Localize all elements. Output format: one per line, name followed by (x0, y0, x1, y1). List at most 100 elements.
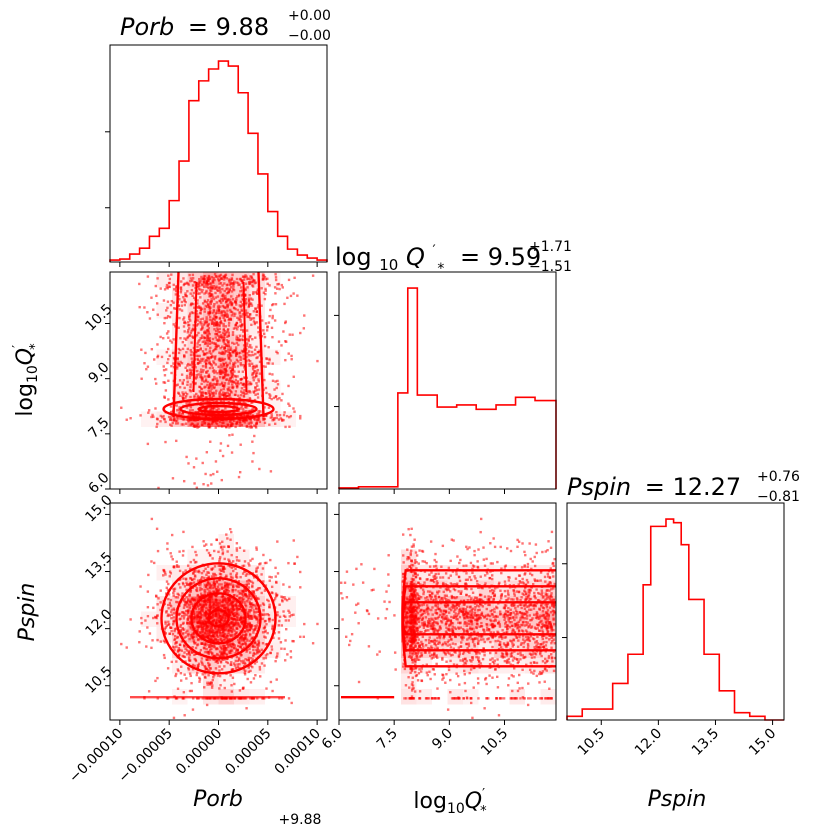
scatter-porb-pspin-point (164, 573, 167, 576)
scatter-porb-pspin-point (227, 564, 230, 567)
scatter-porb-logq-point (202, 275, 206, 278)
scatter-porb-logq-point (162, 365, 165, 368)
scatter-porb-logq-point (223, 289, 226, 293)
scatter-porb-logq-point (214, 347, 218, 351)
scatter-porb-pspin-point (156, 603, 159, 606)
scatter-porb-pspin-point (183, 599, 186, 603)
scatter-porb-pspin-point (204, 667, 207, 671)
scatter-porb-pspin-point (219, 661, 223, 664)
scatter-porb-logq-point (252, 320, 256, 323)
scatter-porb-logq-point (289, 414, 293, 418)
scatter-porb-logq-point (212, 391, 215, 394)
scatter-porb-logq-point (232, 312, 235, 315)
scatter-porb-pspin-point (216, 605, 219, 608)
scatter-porb-logq-point (236, 375, 239, 378)
scatter-logq-pspin-point (415, 619, 418, 623)
scatter-logq-pspin-point (393, 614, 396, 617)
scatter-porb-pspin-point (172, 616, 175, 619)
scatter-porb-logq-point (196, 400, 200, 403)
scatter-porb-logq-point (242, 391, 246, 395)
scatter-porb-logq-point (162, 337, 165, 340)
scatter-porb-logq-point (223, 372, 227, 375)
scatter-porb-pspin-point (255, 548, 258, 551)
scatter-porb-logq-point (249, 278, 252, 281)
scatter-porb-logq-point (234, 326, 237, 330)
scatter-porb-logq-point (204, 304, 208, 308)
scatter-porb-pspin-point (254, 604, 257, 608)
scatter-porb-logq-point (195, 392, 198, 396)
scatter-porb-pspin-point (225, 608, 228, 612)
scatter-porb-pspin-point (189, 560, 192, 564)
scatter-porb-logq-point (231, 366, 235, 369)
scatter-porb-logq-point (225, 312, 228, 315)
scatter-porb-pspin-point (180, 649, 184, 652)
scatter-porb-logq-point (202, 482, 205, 486)
scatter-porb-pspin-point (251, 596, 254, 599)
scatter-porb-logq-point (197, 425, 201, 428)
scatter-porb-logq-point (146, 442, 150, 446)
scatter-porb-pspin-point (182, 655, 185, 658)
scatter-porb-pspin-point (162, 639, 166, 643)
hist-logq-bar-10 (516, 397, 535, 489)
scatter-porb-logq-point (216, 339, 220, 342)
scatter-logq-pspin-point (528, 542, 531, 545)
scatter-porb-pspin-point (235, 612, 239, 615)
scatter-porb-logq-point (228, 426, 231, 429)
scatter-porb-pspin-point (255, 574, 258, 577)
scatter-porb-pspin-point (178, 643, 182, 646)
scatter-porb-pspin-point (249, 669, 252, 673)
scatter-porb-pspin-point (212, 590, 215, 593)
scatter-porb-logq-point (244, 294, 247, 297)
scatter-porb-logq-point (212, 472, 215, 476)
scatter-porb-pspin-point (223, 545, 226, 549)
scatter-porb-pspin-point (194, 569, 197, 572)
scatter-porb-logq-point (154, 407, 157, 410)
scatter-porb-logq-point (241, 297, 244, 300)
scatter-porb-logq-point (150, 296, 153, 299)
scatter-porb-logq-point (211, 279, 215, 282)
title-pspin-value: = 12.27 (645, 473, 741, 501)
scatter-porb-logq-point (201, 377, 204, 380)
scatter-porb-pspin-point (257, 639, 260, 643)
scatter-porb-pspin-point (210, 594, 213, 598)
scatter-porb-logq-point (209, 346, 212, 350)
scatter-porb-pspin-point (227, 558, 230, 561)
scatter-porb-logq-point (286, 296, 289, 300)
scatter-porb-pspin-point (263, 589, 267, 592)
scatter-porb-logq-point (228, 434, 231, 437)
scatter-porb-logq-point (187, 327, 191, 330)
scatter-porb-logq-point (182, 316, 186, 319)
scatter-porb-logq-point (266, 325, 269, 328)
scatter-porb-pspin-point (171, 558, 174, 561)
hist-logq-bar-8 (476, 409, 496, 489)
scatter-porb-pspin-point (257, 619, 260, 622)
scatter-porb-pspin-point (285, 627, 288, 631)
scatter-porb-pspin-point (174, 672, 178, 676)
scatter-porb-pspin-point (251, 590, 254, 593)
scatter-logq-pspin-point (525, 578, 529, 582)
scatter-porb-pspin-point (166, 614, 169, 618)
scatter-porb-pspin-point (234, 567, 237, 571)
scatter-porb-pspin-point (179, 623, 183, 627)
scatter-porb-logq-point (264, 414, 267, 418)
scatter-porb-logq-point (207, 327, 211, 330)
scatter-porb-pspin-point (204, 632, 207, 635)
scatter-porb-pspin-point (243, 630, 247, 633)
scatter-porb-pspin-point (256, 651, 259, 655)
scatter-logq-pspin-point (545, 597, 549, 600)
scatter-porb-logq-point (174, 289, 178, 293)
scatter-porb-logq-point (176, 422, 180, 425)
scatter-porb-pspin-point (237, 641, 241, 645)
scatter-porb-logq-point (283, 411, 286, 414)
scatter-porb-pspin-point (221, 552, 224, 556)
scatter-logq-pspin-point (439, 619, 443, 623)
scatter-porb-logq-point (163, 396, 166, 399)
scatter-porb-pspin-point (155, 527, 159, 531)
scatter-porb-logq-point (218, 300, 221, 303)
scatter-porb-logq-point (223, 333, 226, 336)
scatter-porb-pspin-point (258, 665, 262, 669)
scatter-porb-logq-point (175, 409, 179, 412)
scatter-porb-logq-point (264, 292, 267, 296)
scatter-porb-logq-point (252, 280, 255, 283)
scatter-porb-logq-point (179, 348, 182, 352)
